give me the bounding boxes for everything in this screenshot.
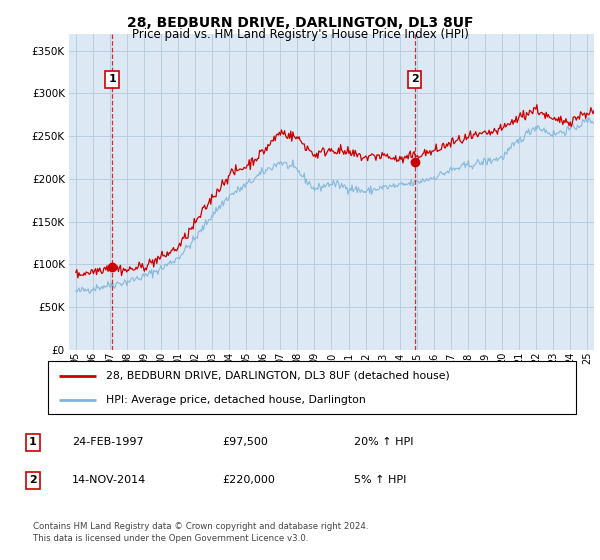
Text: 24-FEB-1997: 24-FEB-1997 — [72, 437, 143, 447]
Text: Contains HM Land Registry data © Crown copyright and database right 2024.
This d: Contains HM Land Registry data © Crown c… — [33, 522, 368, 543]
Text: 20% ↑ HPI: 20% ↑ HPI — [354, 437, 413, 447]
Text: 2: 2 — [29, 475, 37, 486]
FancyBboxPatch shape — [48, 361, 576, 414]
Text: HPI: Average price, detached house, Darlington: HPI: Average price, detached house, Darl… — [106, 395, 366, 405]
Text: 5% ↑ HPI: 5% ↑ HPI — [354, 475, 406, 486]
Text: £220,000: £220,000 — [222, 475, 275, 486]
Text: Price paid vs. HM Land Registry's House Price Index (HPI): Price paid vs. HM Land Registry's House … — [131, 28, 469, 41]
Text: 28, BEDBURN DRIVE, DARLINGTON, DL3 8UF: 28, BEDBURN DRIVE, DARLINGTON, DL3 8UF — [127, 16, 473, 30]
Text: 1: 1 — [29, 437, 37, 447]
Text: £97,500: £97,500 — [222, 437, 268, 447]
Text: 28, BEDBURN DRIVE, DARLINGTON, DL3 8UF (detached house): 28, BEDBURN DRIVE, DARLINGTON, DL3 8UF (… — [106, 371, 450, 381]
Text: 2: 2 — [410, 74, 418, 85]
Text: 1: 1 — [108, 74, 116, 85]
Text: 14-NOV-2014: 14-NOV-2014 — [72, 475, 146, 486]
